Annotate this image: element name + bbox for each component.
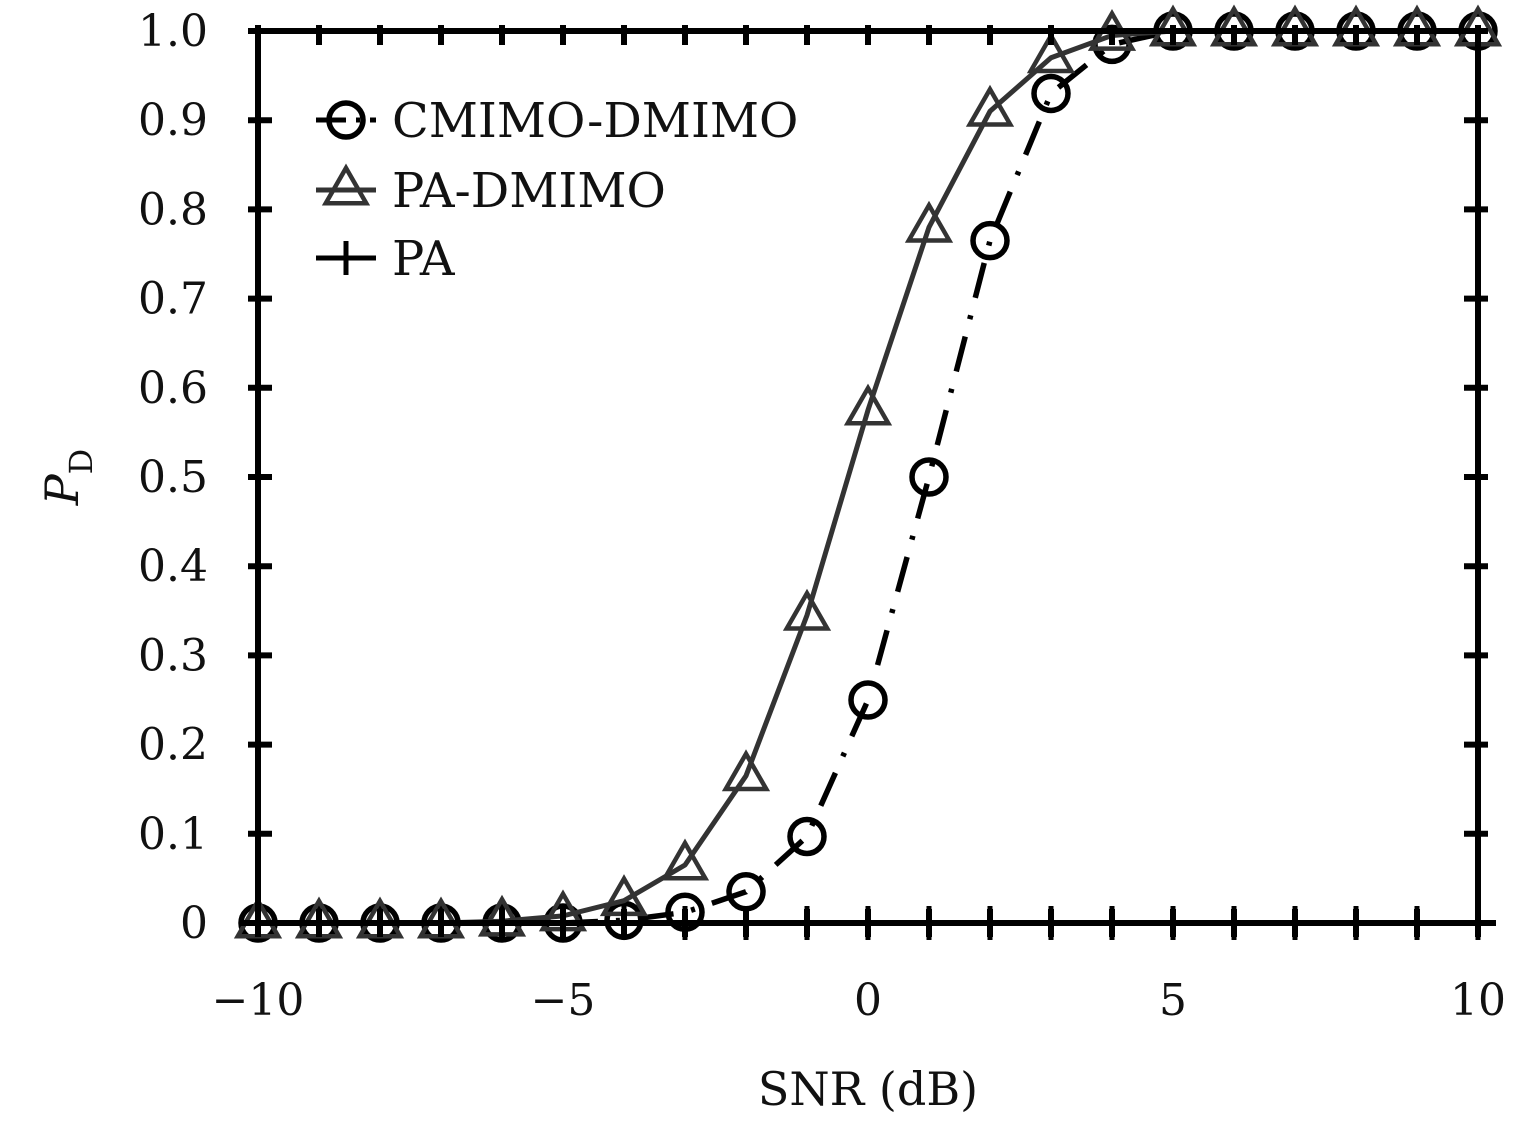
y-tick-label: 0.6 — [138, 363, 208, 414]
data-point — [965, 84, 1015, 127]
x-tick-label: −10 — [212, 975, 305, 1026]
data-point — [787, 816, 827, 857]
legend-entry: PA — [316, 231, 456, 287]
y-tick-label: 0.3 — [138, 630, 208, 681]
legend-marker — [326, 100, 366, 140]
x-tick-label: 0 — [854, 975, 882, 1026]
y-axis-label: PD — [35, 449, 100, 507]
labels-layer: −10 −5 0 5 10 0 0.1 0.2 0.3 0.4 0.5 0.6 0.7 0.8 0.9 1.0 — [138, 6, 1506, 1026]
legend-entry: PA-DMIMO — [316, 163, 666, 219]
y-axis-label-sub: D — [62, 449, 100, 475]
legend-label: PA-DMIMO — [392, 163, 666, 219]
data-point — [904, 200, 954, 243]
data-point — [843, 383, 893, 426]
data-point — [970, 220, 1010, 261]
x-axis-label: SNR (dB) — [758, 1062, 978, 1116]
y-tick-label: 0.8 — [138, 184, 208, 235]
x-tick-label: 10 — [1450, 975, 1506, 1026]
data-point — [1031, 73, 1071, 114]
legend: CMIMO-DMIMO PA-DMIMO PA — [316, 93, 798, 287]
data-point — [726, 872, 766, 912]
data-point — [660, 838, 710, 881]
y-tick-label: 0.7 — [138, 274, 208, 325]
data-point — [782, 588, 832, 631]
y-tick-label: 1.0 — [138, 6, 208, 57]
y-tick-label: 0.9 — [138, 95, 208, 146]
data-point — [848, 680, 888, 720]
y-tick-label: 0.2 — [138, 720, 208, 771]
legend-marker — [321, 163, 371, 206]
data-point — [721, 749, 771, 792]
y-tick-label: 0.5 — [138, 452, 208, 503]
y-tick-label: 0 — [180, 898, 208, 949]
legend-entry: CMIMO-DMIMO — [316, 93, 798, 149]
ticks-layer — [240, 25, 1496, 937]
legend-label: CMIMO-DMIMO — [392, 93, 798, 149]
y-tick-label: 0.4 — [138, 541, 208, 592]
data-point — [909, 457, 949, 497]
legend-marker — [329, 241, 363, 275]
legend-label: PA — [392, 231, 456, 287]
y-axis-label-main: P — [35, 473, 89, 506]
x-tick-label: 5 — [1159, 975, 1187, 1026]
data-point — [1026, 31, 1076, 74]
x-tick-label: −5 — [531, 975, 596, 1026]
y-tick-label: 0.1 — [138, 809, 208, 860]
